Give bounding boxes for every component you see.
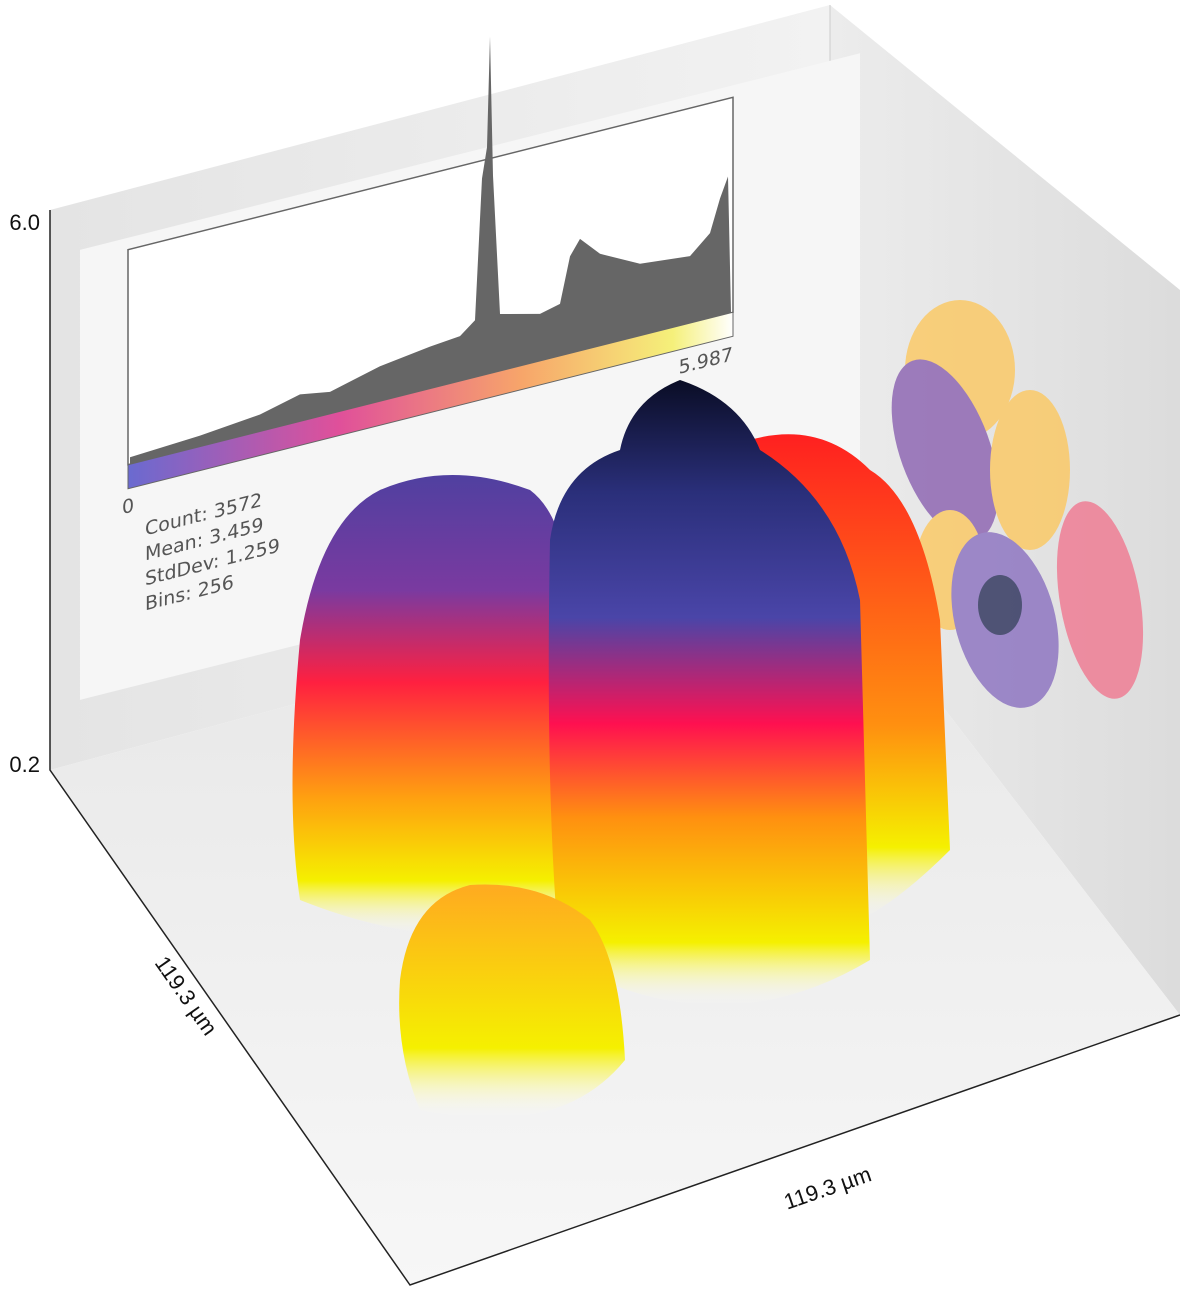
z-min-label: 0.2 [9, 752, 40, 777]
surface-peak [293, 475, 581, 936]
z-max-label: 6.0 [9, 210, 40, 235]
hist-min: 0 [122, 493, 134, 519]
x-size-label: 119.3 µm [781, 1161, 875, 1214]
surface-plot: 6.0 0.2 119.3 µm 119.3 µm 0 5.987 Count:… [0, 0, 1180, 1291]
